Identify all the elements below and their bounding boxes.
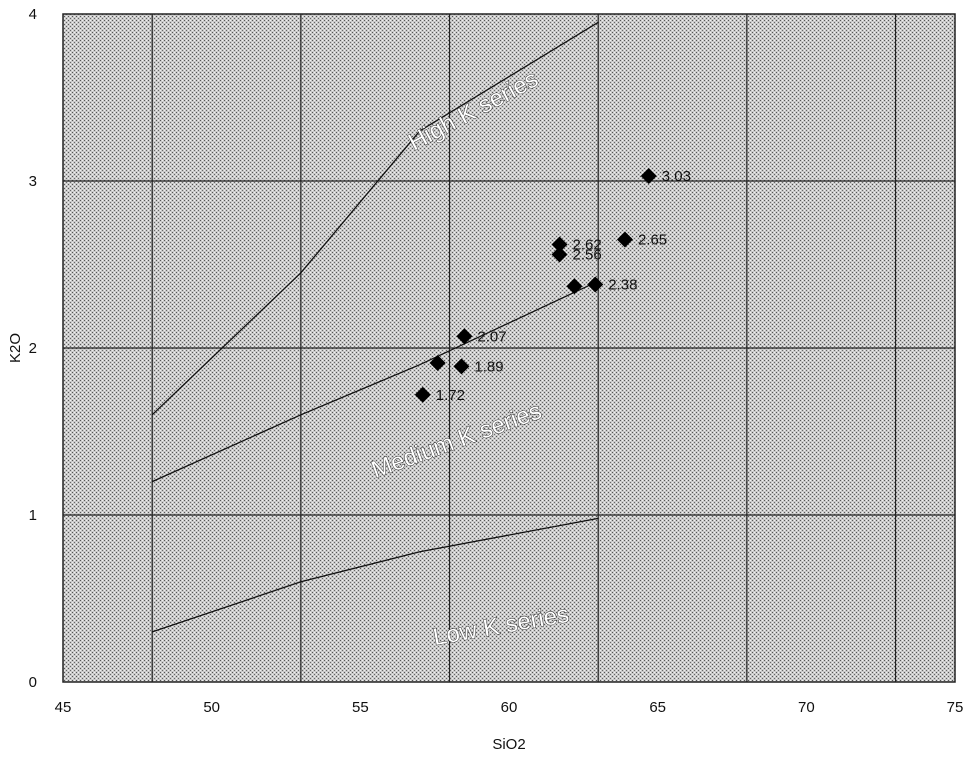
- boundary-low-floor: [151, 517, 599, 633]
- data-point: [429, 355, 446, 372]
- data-point: [414, 386, 431, 403]
- data-label: 2.38: [608, 277, 637, 294]
- data-label: 2.65: [638, 231, 667, 248]
- x-tick-label: 65: [649, 699, 666, 716]
- series-boundaries: [151, 21, 599, 633]
- y-tick-label: 3: [29, 173, 37, 190]
- boundary-high-medium: [151, 21, 599, 416]
- data-label: 1.89: [474, 358, 503, 375]
- x-tick-label: 45: [55, 699, 72, 716]
- data-labels: 1.72 1.89 2.07 2.622.56 2.38 2.65 3.03: [436, 168, 691, 404]
- x-axis-title: SiO2: [492, 736, 525, 753]
- x-tick-label: 55: [352, 699, 369, 716]
- data-label: 1.72: [436, 387, 465, 404]
- data-point: [616, 231, 633, 248]
- data-point: [551, 236, 568, 253]
- data-point: [456, 328, 473, 345]
- data-label: 2.62: [573, 236, 602, 253]
- data-point: [566, 278, 583, 295]
- data-points: [414, 167, 657, 403]
- data-label: 2.07: [477, 328, 506, 345]
- y-tick-label: 4: [29, 6, 37, 23]
- x-axis-ticks: 45 50 55 60 65 70 75: [55, 699, 964, 716]
- data-point: [453, 358, 470, 375]
- x-tick-label: 75: [947, 699, 964, 716]
- data-point: [587, 276, 604, 293]
- x-tick-label: 50: [203, 699, 220, 716]
- x-tick-label: 60: [501, 699, 518, 716]
- y-axis-title: K2O: [7, 333, 24, 363]
- boundary-medium-low: [151, 280, 599, 483]
- data-label: 2.56: [573, 246, 602, 263]
- y-tick-label: 2: [29, 340, 37, 357]
- y-tick-label: 0: [29, 674, 37, 691]
- grid-lines: [63, 14, 955, 682]
- data-point: [551, 246, 568, 263]
- x-tick-label: 70: [798, 699, 815, 716]
- data-label: 3.03: [662, 168, 691, 185]
- y-tick-label: 1: [29, 507, 37, 524]
- y-axis-ticks: 0 1 2 3 4: [29, 6, 37, 691]
- data-point: [640, 167, 657, 184]
